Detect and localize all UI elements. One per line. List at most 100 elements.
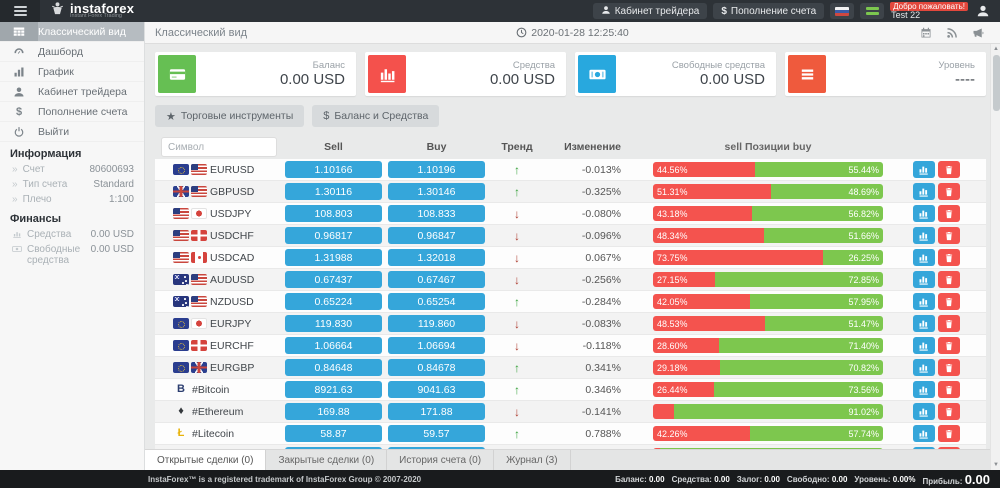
menu-icon[interactable] (0, 0, 40, 22)
buy-button[interactable]: 0.96847 (388, 227, 485, 244)
trading-instruments-button[interactable]: ★ Торговые инструменты (155, 105, 305, 127)
avatar-icon[interactable] (974, 2, 992, 20)
delete-symbol-button[interactable] (938, 249, 960, 266)
open-chart-button[interactable] (913, 249, 935, 266)
buy-button[interactable]: 1.32018 (388, 249, 485, 266)
buy-button[interactable]: 9041.63 (388, 381, 485, 398)
scroll-down-icon[interactable]: ▼ (993, 462, 999, 468)
symbol-filter-input[interactable] (161, 137, 277, 157)
scroll-up-icon[interactable]: ▲ (993, 46, 999, 52)
table-row: USDCAD 1.31988 1.32018 ↓ 0.067% 73.75% 2… (155, 247, 986, 269)
instaforex-logo[interactable]: instaforex Instant Forex Trading (40, 0, 144, 22)
buy-button[interactable]: 119.860 (388, 315, 485, 332)
power-icon (0, 126, 38, 138)
balance-funds-button[interactable]: $ Баланс и Средства (312, 105, 440, 127)
delete-symbol-button[interactable] (938, 337, 960, 354)
open-chart-button[interactable] (913, 227, 935, 244)
green-flag-icon[interactable] (860, 3, 885, 19)
sell-button[interactable]: 1.30116 (285, 183, 382, 200)
open-chart-button[interactable] (913, 205, 935, 222)
sell-button[interactable]: 1.31988 (285, 249, 382, 266)
megaphone-icon[interactable] (972, 27, 984, 39)
russian-flag-icon[interactable] (830, 3, 855, 19)
buy-percent: 56.82% (848, 208, 879, 219)
sidebar-item-logout[interactable]: Выйти (0, 122, 144, 142)
open-chart-button[interactable] (913, 403, 935, 420)
delete-symbol-button[interactable] (938, 271, 960, 288)
symbol-cell: USDCAD (155, 252, 285, 264)
col-buy: Buy (426, 141, 447, 153)
sell-button[interactable]: 1.06664 (285, 337, 382, 354)
buy-button[interactable]: 1.06694 (388, 337, 485, 354)
buy-button[interactable] (388, 447, 485, 449)
sell-button[interactable]: 108.803 (285, 205, 382, 222)
sell-positions-segment: 42.26% (653, 426, 751, 441)
open-chart-button[interactable] (913, 381, 935, 398)
scrollbar-thumb[interactable] (992, 55, 1000, 111)
bottom-tab-3[interactable]: Журнал (3) (494, 450, 571, 470)
trend-arrow-icon: ↑ (514, 382, 520, 397)
sell-button[interactable]: 1.10166 (285, 161, 382, 178)
sell-button[interactable]: 8921.63 (285, 381, 382, 398)
sidebar-item-deposit[interactable]: $ Пополнение счета (0, 102, 144, 122)
sidebar-item-dashboard[interactable]: Дашборд (0, 42, 144, 62)
buy-button[interactable]: 0.65254 (388, 293, 485, 310)
sell-percent: 42.05% (657, 296, 688, 307)
delete-symbol-button[interactable] (938, 315, 960, 332)
flag-eu-icon (173, 318, 189, 329)
sidebar-item-chart[interactable]: График (0, 62, 144, 82)
buy-button[interactable]: 0.67467 (388, 271, 485, 288)
sell-button[interactable]: 0.67437 (285, 271, 382, 288)
symbol-name: EURCHF (210, 339, 254, 352)
sell-button[interactable] (285, 447, 382, 449)
open-chart-button[interactable] (913, 161, 935, 178)
delete-symbol-button[interactable] (938, 293, 960, 310)
sell-button[interactable]: 58.87 (285, 425, 382, 442)
buy-button[interactable]: 1.30146 (388, 183, 485, 200)
sidebar-item-classic-view[interactable]: Классический вид (0, 22, 144, 42)
rss-icon[interactable] (946, 27, 958, 39)
open-chart-button[interactable] (913, 447, 935, 449)
sidebar-item-trader-cabinet[interactable]: Кабинет трейдера (0, 82, 144, 102)
sell-button[interactable]: 0.84648 (285, 359, 382, 376)
buy-button[interactable]: 108.833 (388, 205, 485, 222)
delete-symbol-button[interactable] (938, 425, 960, 442)
delete-symbol-button[interactable] (938, 381, 960, 398)
vertical-scrollbar[interactable]: ▲ ▼ (990, 44, 1000, 470)
buy-button[interactable]: 171.88 (388, 403, 485, 420)
user-icon (601, 5, 611, 18)
card-label: Уровень (938, 60, 975, 71)
calendar-icon[interactable] (920, 27, 932, 39)
delete-symbol-button[interactable] (938, 227, 960, 244)
bottom-tab-1[interactable]: Закрытые сделки (0) (266, 450, 388, 470)
delete-symbol-button[interactable] (938, 403, 960, 420)
positions-bar: 48.34% 51.66% (653, 228, 883, 243)
open-chart-button[interactable] (913, 315, 935, 332)
delete-symbol-button[interactable] (938, 359, 960, 376)
credit-card-icon (158, 55, 196, 93)
bottom-tab-0[interactable]: Открытые сделки (0) (145, 450, 267, 470)
sell-button[interactable]: 0.96817 (285, 227, 382, 244)
buy-button[interactable]: 59.57 (388, 425, 485, 442)
sell-button[interactable]: 119.830 (285, 315, 382, 332)
symbol-name: #Ethereum (192, 405, 244, 418)
delete-symbol-button[interactable] (938, 183, 960, 200)
open-chart-button[interactable] (913, 293, 935, 310)
open-chart-button[interactable] (913, 183, 935, 200)
trader-cabinet-button[interactable]: Кабинет трейдера (592, 3, 708, 19)
open-chart-button[interactable] (913, 271, 935, 288)
delete-symbol-button[interactable] (938, 205, 960, 222)
buy-button[interactable]: 0.84678 (388, 359, 485, 376)
open-chart-button[interactable] (913, 425, 935, 442)
buy-button[interactable]: 1.10196 (388, 161, 485, 178)
trend-arrow-icon: ↓ (514, 338, 520, 353)
open-chart-button[interactable] (913, 337, 935, 354)
open-chart-button[interactable] (913, 359, 935, 376)
sell-button[interactable]: 169.88 (285, 403, 382, 420)
delete-symbol-button[interactable] (938, 447, 960, 449)
delete-symbol-button[interactable] (938, 161, 960, 178)
sell-button[interactable]: 0.65224 (285, 293, 382, 310)
bottom-tab-2[interactable]: История счета (0) (387, 450, 495, 470)
deposit-button[interactable]: $ Пополнение счета (713, 3, 825, 19)
star-icon: ★ (166, 110, 176, 123)
